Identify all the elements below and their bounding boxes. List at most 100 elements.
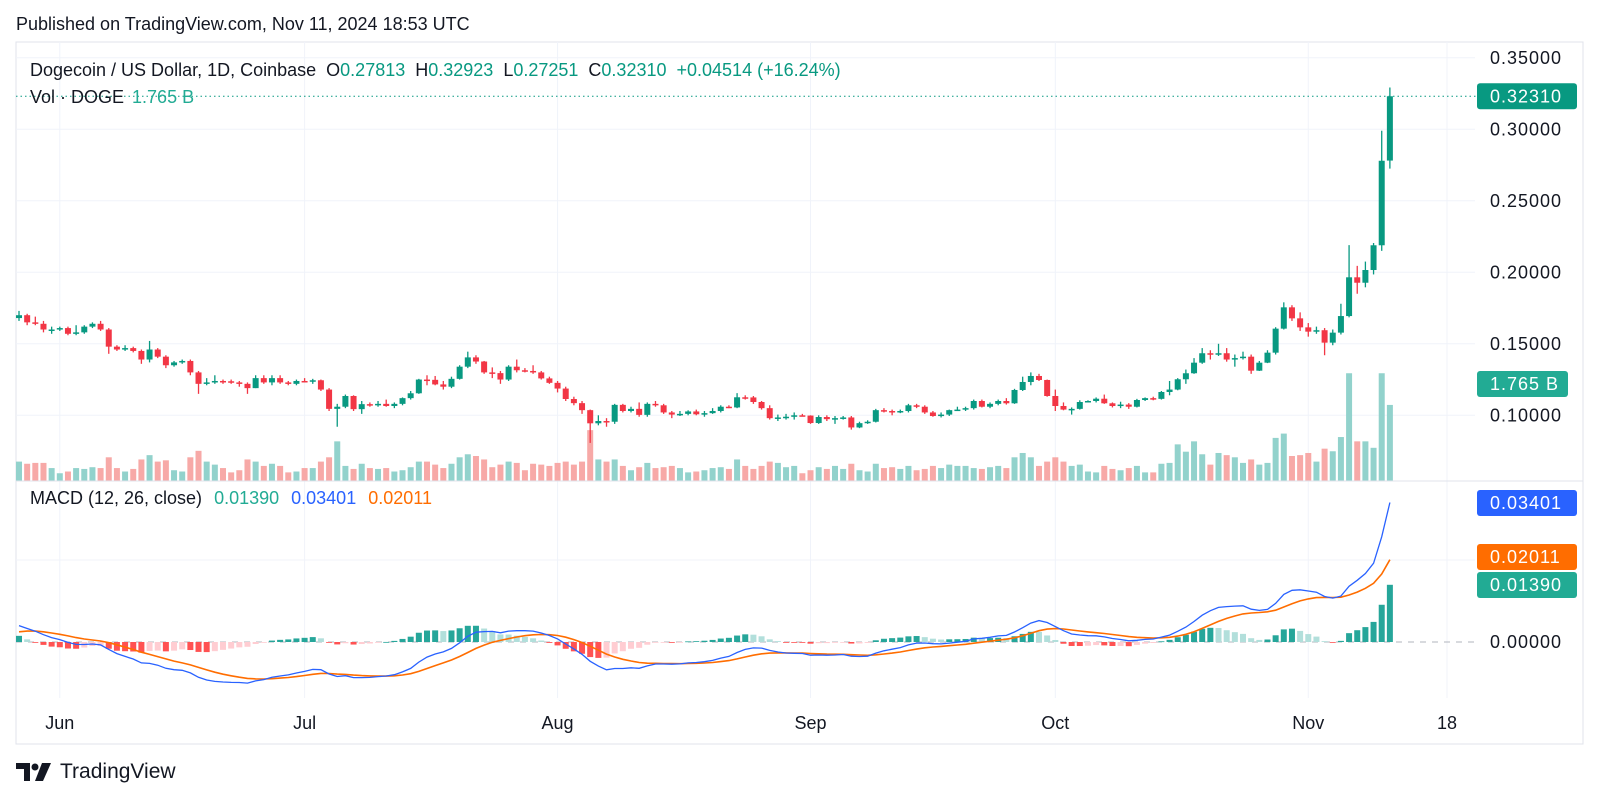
candle-body: [220, 380, 226, 383]
candle-body: [1264, 352, 1271, 363]
candle-body: [1378, 160, 1385, 246]
volume-bar: [791, 465, 798, 481]
candle-body: [505, 366, 512, 380]
volume-bar: [1297, 455, 1304, 481]
candle-body: [1174, 379, 1181, 390]
candle-body: [358, 404, 365, 410]
candle-body: [464, 357, 471, 367]
volume-bar: [16, 461, 22, 481]
macd-histogram-bar: [938, 639, 945, 642]
volume-bar: [1068, 465, 1075, 481]
macd-histogram-bar: [375, 642, 382, 643]
volume-bar: [1248, 459, 1255, 481]
candle-body: [236, 382, 243, 384]
candle-body: [1280, 307, 1287, 329]
macd-histogram-bar: [962, 638, 969, 642]
candle-body: [1076, 402, 1083, 409]
candle-body: [864, 421, 871, 424]
volume-bar: [375, 468, 382, 481]
macd-histogram-bar: [1093, 642, 1100, 646]
volume-bar: [970, 468, 977, 481]
volume-bar: [203, 461, 210, 481]
volume-bar: [864, 471, 871, 481]
macd-histogram-bar: [1011, 636, 1018, 642]
volume-bar: [709, 468, 716, 481]
macd-histogram-bar: [1354, 630, 1361, 642]
candle-body: [366, 404, 373, 406]
macd-histogram-bar: [521, 636, 528, 642]
volume-bar: [929, 465, 936, 481]
candle-body: [260, 378, 267, 383]
macd-histogram-bar: [228, 642, 235, 649]
volume-bar: [636, 467, 643, 481]
candle-body: [880, 410, 887, 412]
candle-body: [734, 397, 741, 408]
candle-body: [840, 417, 847, 419]
macd-tick-label: 0.00000: [1490, 632, 1562, 652]
volume-bar: [285, 472, 292, 481]
volume-bar: [995, 465, 1002, 481]
volume-bar: [872, 463, 879, 481]
macd-histogram-bar: [611, 642, 618, 654]
volume-bar: [293, 471, 300, 481]
candle-body: [1036, 375, 1042, 380]
candle-body: [56, 328, 63, 330]
candle-body: [211, 380, 218, 383]
candle-body: [391, 403, 398, 407]
candle-body: [1011, 389, 1018, 404]
volume-bar: [32, 462, 39, 481]
volume-bar: [415, 461, 422, 481]
macd-histogram-bar: [978, 638, 985, 642]
macd-histogram-bar: [391, 640, 398, 642]
volume-bar: [840, 468, 847, 481]
macd-histogram-bar: [440, 631, 447, 642]
volume-bar: [89, 467, 96, 481]
macd-histogram-bar: [652, 642, 659, 643]
volume-bar: [1101, 465, 1108, 481]
macd-histogram-bar: [187, 642, 194, 651]
macd-histogram-bar: [1305, 634, 1312, 642]
macd-histogram-bar: [554, 642, 561, 646]
candle-body: [742, 397, 749, 399]
macd-histogram-bar: [889, 638, 896, 642]
macd-histogram-bar: [1052, 640, 1059, 642]
candle-body: [195, 372, 202, 384]
macd-histogram-bar: [334, 642, 341, 645]
volume-bar: [1272, 437, 1279, 481]
candle-body: [252, 378, 259, 389]
candle-body: [456, 366, 463, 379]
volume-bar: [1011, 457, 1018, 481]
time-axis[interactable]: Jun Jul Aug Sep Oct Nov 18: [45, 713, 1457, 733]
candle-body: [1337, 316, 1344, 333]
volume-bar: [1321, 448, 1328, 481]
macd-histogram-bar: [73, 642, 80, 649]
macd-histogram-bar: [16, 635, 22, 642]
time-tick-label: Aug: [542, 713, 574, 733]
volume-bar: [1191, 441, 1198, 481]
macd-histogram-bar: [709, 639, 716, 642]
volume-bar: [579, 461, 586, 481]
macd-histogram-bar: [929, 638, 936, 642]
macd-histogram-bar: [774, 641, 781, 642]
macd-histogram-bar: [1207, 627, 1214, 642]
volume-bar: [1027, 457, 1034, 481]
macd-histogram-bar: [277, 639, 284, 642]
macd-histogram-bar: [162, 642, 169, 652]
tradingview-brand[interactable]: TradingView: [16, 760, 176, 784]
candle-body: [636, 408, 643, 415]
candle-body: [962, 408, 969, 410]
candle-body: [1125, 404, 1132, 407]
candle-body: [856, 423, 863, 428]
volume-bar: [513, 462, 520, 481]
volume-bar: [1240, 462, 1246, 481]
candle-body: [1305, 327, 1312, 332]
candle-body: [350, 395, 357, 410]
price-axis[interactable]: 0.35000 0.30000 0.25000 0.20000 0.15000 0.100…: [1477, 48, 1577, 652]
candle-body: [1256, 362, 1263, 371]
volume-bar: [742, 465, 749, 481]
candle-body: [1101, 398, 1108, 404]
volume-bar: [1288, 456, 1295, 481]
macd-histogram-bar: [1280, 629, 1287, 642]
macd-value-label-box: [1477, 490, 1577, 516]
